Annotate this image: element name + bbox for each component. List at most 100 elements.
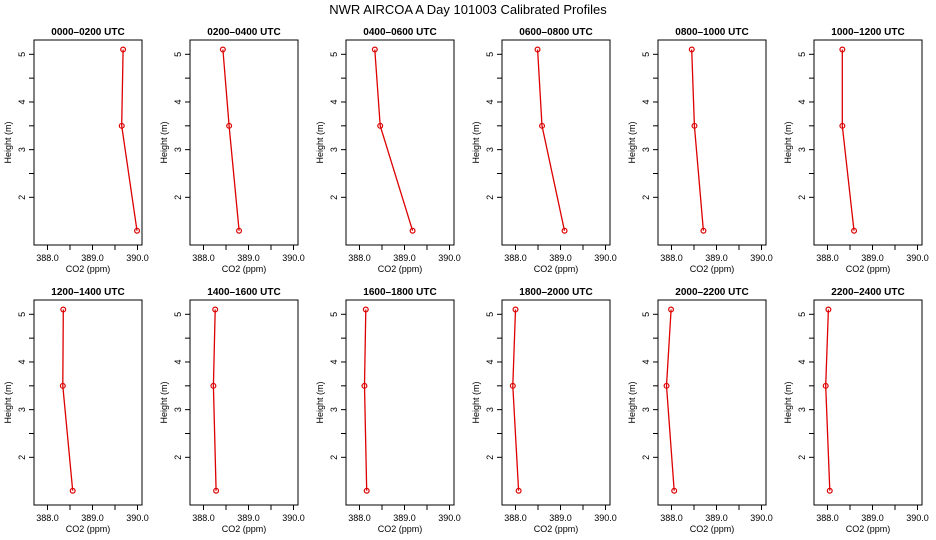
profile-line — [825, 309, 831, 491]
plot-frame — [501, 299, 611, 506]
y-axis-label: Height (m) — [471, 381, 481, 423]
panel-title: 1000–1200 UTC — [831, 27, 904, 38]
panel-10: 1800–2000 UTC 388.0 389.0 390.0 2 3 4 5 CO2 (ppm… — [471, 287, 617, 534]
x-tick-label: 388.0 — [348, 513, 371, 523]
profile-line — [212, 309, 217, 491]
x-axis-label: CO2 (ppm) — [690, 264, 735, 274]
profile-line — [121, 49, 138, 231]
profile-line — [363, 309, 368, 491]
x-tick-label: 389.0 — [393, 513, 416, 523]
x-tick-label: 388.0 — [504, 253, 527, 263]
plot-frame — [501, 39, 611, 246]
panel-title: 1800–2000 UTC — [519, 287, 592, 298]
panel-9: 1600–1800 UTC 388.0 389.0 390.0 2 3 4 5 CO2 (ppm… — [315, 287, 461, 534]
data-point — [826, 487, 833, 494]
y-tick-label: 2 — [485, 455, 495, 460]
x-tick-label: 390.0 — [594, 513, 617, 523]
x-tick-label: 388.0 — [816, 513, 839, 523]
x-tick-label: 389.0 — [861, 253, 884, 263]
panel-2: 0200–0400 UTC 388.0 389.0 390.0 2 3 4 5 CO2 (ppm… — [159, 27, 305, 274]
y-tick-label: 3 — [485, 147, 495, 152]
y-tick-label: 4 — [173, 99, 183, 104]
y-tick-label: 5 — [797, 52, 807, 57]
data-point — [69, 487, 76, 494]
x-tick-label: 389.0 — [705, 513, 728, 523]
panel-8: 1400–1600 UTC 388.0 389.0 390.0 2 3 4 5 CO2 (ppm… — [159, 287, 305, 534]
x-tick-label: 390.0 — [282, 253, 305, 263]
data-point — [534, 46, 541, 53]
data-point — [120, 46, 127, 53]
panel-title: 1600–1800 UTC — [363, 287, 436, 298]
data-point — [212, 306, 219, 313]
y-tick-label: 2 — [641, 455, 651, 460]
y-tick-label: 5 — [17, 52, 27, 57]
plot-frame — [657, 299, 767, 506]
y-axis-label: Height (m) — [3, 121, 13, 163]
x-tick-label: 388.0 — [192, 513, 215, 523]
y-tick-label: 4 — [329, 359, 339, 364]
plot-frame — [189, 299, 299, 506]
y-tick-label: 3 — [797, 147, 807, 152]
plot-frame — [33, 299, 143, 506]
y-tick-label: 3 — [17, 407, 27, 412]
y-axis-label: Height (m) — [159, 381, 169, 423]
plot-frame — [813, 39, 923, 246]
y-tick-label: 3 — [173, 407, 183, 412]
y-tick-label: 4 — [641, 99, 651, 104]
data-point — [561, 227, 568, 234]
y-tick-label: 2 — [797, 455, 807, 460]
y-tick-label: 4 — [485, 99, 495, 104]
x-tick-label: 389.0 — [861, 513, 884, 523]
x-tick-label: 390.0 — [906, 253, 929, 263]
y-tick-label: 3 — [329, 407, 339, 412]
x-tick-label: 389.0 — [237, 513, 260, 523]
plot-frame — [813, 299, 923, 506]
y-axis-label: Height (m) — [627, 381, 637, 423]
x-axis-label: CO2 (ppm) — [222, 524, 267, 534]
data-point — [361, 382, 368, 389]
x-tick-label: 389.0 — [549, 513, 572, 523]
data-point — [226, 122, 233, 129]
profile-line — [374, 49, 414, 231]
x-tick-label: 390.0 — [750, 253, 773, 263]
x-axis-label: CO2 (ppm) — [66, 264, 111, 274]
data-point — [210, 382, 217, 389]
data-point — [539, 122, 546, 129]
y-tick-label: 5 — [329, 52, 339, 57]
data-point — [219, 46, 226, 53]
data-point — [691, 122, 698, 129]
y-tick-label: 4 — [485, 359, 495, 364]
y-tick-label: 3 — [17, 147, 27, 152]
x-tick-label: 389.0 — [81, 253, 104, 263]
data-point — [688, 46, 695, 53]
x-tick-label: 388.0 — [348, 253, 371, 263]
data-point — [363, 487, 370, 494]
x-axis-label: CO2 (ppm) — [534, 524, 579, 534]
data-point — [236, 227, 243, 234]
y-tick-label: 2 — [173, 195, 183, 200]
plot-frame — [345, 39, 455, 246]
data-point — [851, 227, 858, 234]
profile-line — [512, 309, 520, 491]
data-point — [825, 306, 832, 313]
panel-7: 1200–1400 UTC 388.0 389.0 390.0 2 3 4 5 CO2 (ppm… — [3, 287, 149, 534]
y-tick-label: 4 — [17, 359, 27, 364]
panel-grid: 0000–0200 UTC 388.0 389.0 390.0 2 3 4 5 CO2 (ppm… — [3, 27, 929, 534]
panel-title: 0000–0200 UTC — [51, 27, 124, 38]
panel-3: 0400–0600 UTC 388.0 389.0 390.0 2 3 4 5 CO2 (ppm… — [315, 27, 461, 274]
y-axis-label: Height (m) — [627, 121, 637, 163]
x-tick-label: 390.0 — [282, 513, 305, 523]
x-axis-label: CO2 (ppm) — [66, 524, 111, 534]
x-tick-label: 390.0 — [594, 253, 617, 263]
panel-title: 0400–0600 UTC — [363, 27, 436, 38]
profile-line — [222, 49, 240, 231]
data-point — [213, 487, 220, 494]
data-point — [839, 122, 846, 129]
panel-12: 2200–2400 UTC 388.0 389.0 390.0 2 3 4 5 CO2 (ppm… — [783, 287, 929, 534]
y-tick-label: 5 — [797, 312, 807, 317]
panel-title: 1200–1400 UTC — [51, 287, 124, 298]
panel-title: 0200–0400 UTC — [207, 27, 280, 38]
y-tick-label: 2 — [797, 195, 807, 200]
figure-title: NWR AIRCOA A Day 101003 Calibrated Profi… — [329, 2, 607, 17]
